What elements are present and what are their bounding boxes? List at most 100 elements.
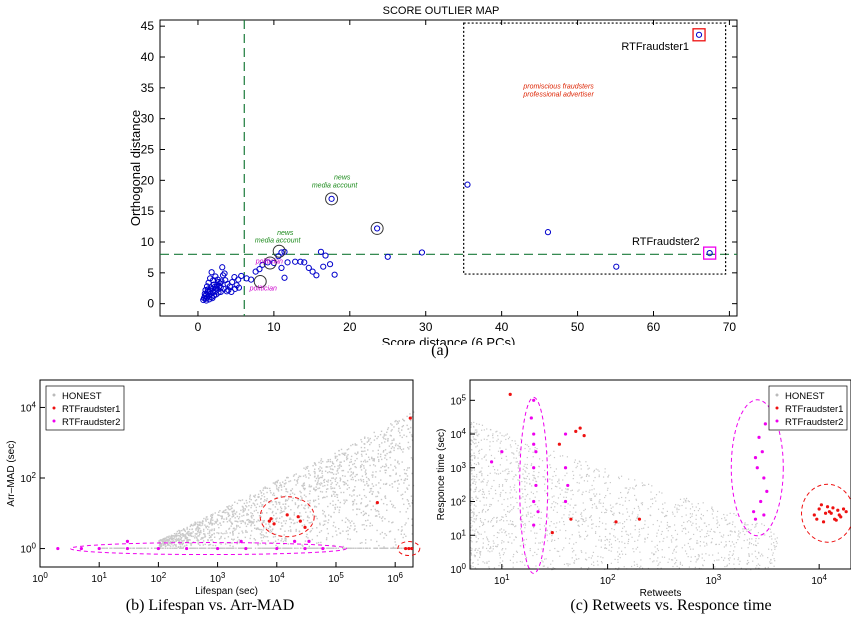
honest-point xyxy=(200,537,203,539)
honest-point xyxy=(280,509,282,512)
honest-point xyxy=(499,557,501,559)
honest-point xyxy=(758,537,760,540)
honest-point xyxy=(502,484,504,486)
honest-point xyxy=(165,539,168,541)
honest-point xyxy=(502,520,505,522)
honest-point xyxy=(295,484,297,486)
chart-c-point-RTFraudster1 xyxy=(574,429,578,433)
honest-point xyxy=(318,503,320,505)
honest-point xyxy=(556,550,558,552)
honest-point xyxy=(277,501,280,504)
honest-point xyxy=(522,473,524,475)
honest-point xyxy=(225,517,228,519)
honest-point xyxy=(190,523,193,526)
honest-point xyxy=(360,450,363,453)
honest-point xyxy=(212,544,214,547)
honest-point xyxy=(158,545,161,547)
honest-point xyxy=(364,450,366,452)
honest-point xyxy=(380,517,383,520)
honest-point xyxy=(477,497,479,499)
honest-point xyxy=(731,523,734,526)
honest-point xyxy=(218,538,221,540)
honest-point xyxy=(317,476,319,478)
chart-a-fraudster-label: RTFraudster1 xyxy=(621,41,689,53)
honest-point xyxy=(375,510,377,512)
honest-point xyxy=(205,525,207,528)
honest-point xyxy=(629,533,632,535)
honest-point xyxy=(376,509,379,512)
honest-point xyxy=(470,554,473,556)
honest-point xyxy=(530,530,532,532)
chart-b-point-RTFraudster2 xyxy=(215,546,220,551)
honest-point xyxy=(620,475,623,477)
honest-point xyxy=(593,503,596,505)
honest-point xyxy=(288,480,290,483)
honest-point xyxy=(232,545,234,548)
honest-point xyxy=(566,472,568,474)
honest-point xyxy=(488,560,490,562)
honest-point xyxy=(250,506,252,509)
honest-point xyxy=(483,429,485,431)
honest-point xyxy=(524,481,526,483)
honest-point xyxy=(634,485,637,487)
honest-point xyxy=(551,482,553,484)
honest-point xyxy=(175,535,178,537)
honest-point xyxy=(307,507,310,509)
honest-point xyxy=(536,506,539,508)
honest-point xyxy=(378,444,381,446)
honest-point xyxy=(632,511,634,513)
honest-point xyxy=(323,511,326,513)
honest-point xyxy=(519,451,521,453)
honest-point xyxy=(214,547,216,549)
honest-point xyxy=(105,547,107,549)
honest-point xyxy=(497,544,499,546)
honest-point xyxy=(512,507,515,509)
honest-point xyxy=(471,459,473,461)
honest-point xyxy=(544,478,547,480)
honest-point xyxy=(526,506,528,508)
honest-point xyxy=(590,498,593,500)
honest-point xyxy=(262,534,264,536)
honest-point xyxy=(574,504,576,506)
honest-point xyxy=(492,540,494,542)
honest-point xyxy=(263,496,266,498)
honest-point xyxy=(179,545,182,548)
honest-point xyxy=(489,449,491,451)
honest-point xyxy=(326,537,328,539)
honest-point xyxy=(309,531,311,533)
honest-point xyxy=(297,478,299,481)
honest-point xyxy=(478,511,480,514)
honest-point xyxy=(334,495,336,497)
honest-point xyxy=(175,540,177,542)
honest-point xyxy=(166,544,169,546)
honest-point xyxy=(633,561,635,563)
honest-point xyxy=(478,479,480,481)
honest-point xyxy=(499,495,502,497)
honest-point xyxy=(180,537,182,539)
chart-a-annotation: media account xyxy=(312,183,359,190)
chart-c-point-RTFraudster2 xyxy=(753,517,758,521)
honest-point xyxy=(718,524,721,526)
honest-point xyxy=(183,528,185,530)
chart-b-xtick-label: 100 xyxy=(32,571,48,585)
honest-point xyxy=(480,439,482,441)
honest-point xyxy=(478,450,480,452)
honest-point xyxy=(663,556,666,558)
honest-point xyxy=(561,517,563,519)
honest-point xyxy=(213,523,215,525)
honest-point xyxy=(483,504,485,506)
honest-point xyxy=(528,478,531,480)
honest-point xyxy=(748,538,751,540)
honest-point xyxy=(392,547,395,549)
honest-point xyxy=(508,533,510,535)
honest-point xyxy=(703,541,705,543)
honest-point xyxy=(229,518,232,520)
honest-point xyxy=(647,508,649,510)
chart-b-point-RTFraudster1 xyxy=(267,519,271,523)
honest-point xyxy=(625,531,627,533)
honest-point xyxy=(569,504,571,506)
honest-point xyxy=(265,499,268,502)
honest-point xyxy=(651,498,654,500)
honest-point xyxy=(257,493,260,496)
honest-point xyxy=(346,448,349,451)
